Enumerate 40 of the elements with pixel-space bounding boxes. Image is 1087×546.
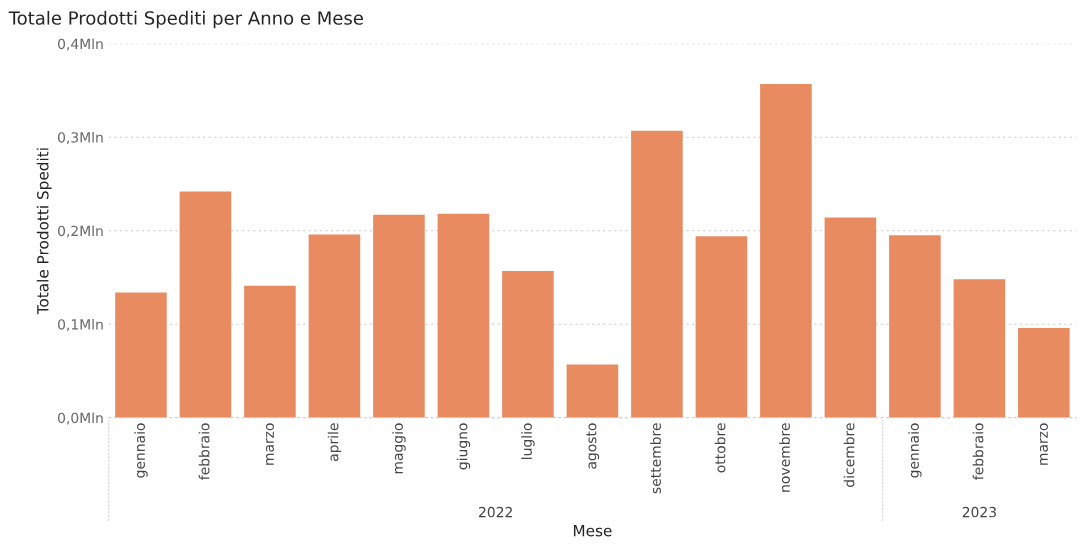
text: 2022 (479, 506, 512, 518)
x-tick-label: novembre (779, 423, 790, 492)
x-tick-label: febbraio (972, 423, 984, 480)
x-tick-label: settembre (650, 423, 661, 494)
x-tick-label: marzo (1039, 423, 1048, 465)
x-tick-label: agosto (586, 423, 600, 469)
bar (373, 214, 425, 418)
text: 2023 (962, 506, 996, 518)
bar (824, 217, 877, 418)
x-tick-label: gennaio (134, 423, 148, 478)
x-tick-label: dicembre (843, 423, 855, 487)
bar (244, 285, 296, 418)
bar (1018, 327, 1070, 418)
x-tick-label: ottobre (714, 423, 726, 473)
bar (566, 364, 619, 418)
bar (502, 270, 554, 418)
x-tick-label: luglio (521, 423, 535, 459)
bar (631, 130, 683, 418)
x-tick-label: maggio (392, 423, 406, 474)
bar (308, 234, 361, 418)
x-tick-label: giugno (456, 423, 471, 470)
bar (889, 235, 941, 418)
y-axis-title: Totale Prodotti Spediti (36, 148, 52, 315)
bar (760, 83, 812, 418)
x-tick-label: marzo (265, 423, 274, 465)
chart-title: Totale Prodotti Spediti per Anno e Mese (8, 10, 363, 29)
y-tick-label: 0,4Mln (58, 38, 103, 51)
bar (179, 191, 232, 418)
bar (695, 236, 748, 418)
y-tick-label: 0,3Mln (58, 131, 103, 145)
y-tick-label: 0,1Mln (58, 318, 103, 332)
x-tick-label: gennaio (908, 423, 922, 478)
y-tick-label: 0,0Mln (58, 412, 103, 425)
y-tick-label: 0,2Mln (58, 225, 103, 238)
x-axis-title: Mese (573, 525, 612, 537)
bar (115, 292, 167, 418)
x-tick-label: febbraio (198, 423, 210, 480)
bar (437, 213, 490, 418)
x-tick-label: aprile (327, 423, 342, 462)
bar (953, 279, 1006, 418)
